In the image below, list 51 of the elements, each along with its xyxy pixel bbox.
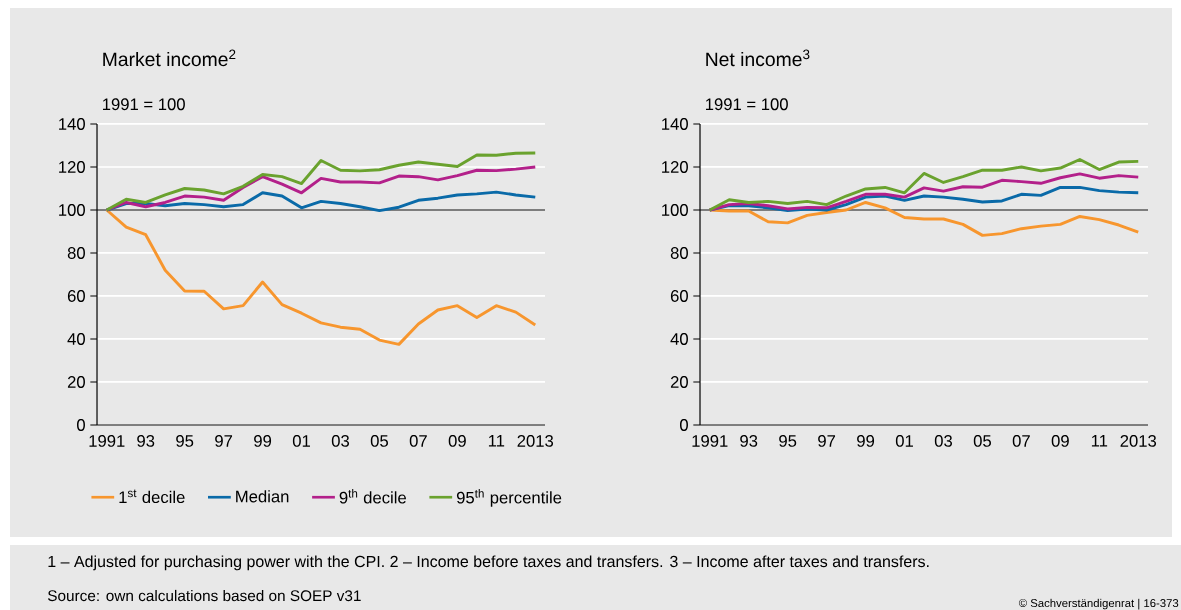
x-tick-label: 09 (1051, 435, 1069, 447)
y-tick-label: 100 (59, 204, 85, 216)
x-tick-label: 99 (857, 435, 875, 447)
y-tick-label: 40 (670, 333, 688, 345)
x-tick-label: 01 (292, 435, 310, 447)
text: 1 – Adjusted for purchasing power with the CPI. 2 – Income before taxes and transfers. 3 – Income after taxes and transfers. (48, 555, 929, 571)
x-tick-label: 95 (779, 435, 797, 447)
y-tick-label: 0 (680, 419, 688, 431)
legend-label: 95$^{th}$ percentile (456, 489, 562, 507)
y-tick-label: 140 (662, 118, 688, 130)
text: © Sachverständigenrat | 16-373 (1018, 598, 1179, 610)
x-tick-label: 93 (740, 435, 758, 447)
x-tick-label: 03 (934, 435, 953, 447)
x-tick-label: 05 (370, 435, 389, 447)
x-tick-label: 07 (1012, 435, 1030, 447)
x-tick-label: 11 (488, 435, 505, 447)
legend-label: 9$^{th}$ decile (339, 489, 406, 504)
x-tick-label: 95 (176, 435, 194, 447)
y-tick-label: 60 (67, 290, 85, 302)
x-tick-label: 01 (895, 435, 913, 447)
y-axis-title: 1991 = 100 (103, 98, 185, 111)
y-tick-label: 20 (670, 376, 688, 388)
y-tick-label: 80 (670, 247, 688, 259)
source-note: Source: own calculations based on SOEP v31 (47, 589, 361, 602)
x-tick-label: 09 (448, 435, 466, 447)
x-tick-label: 97 (818, 435, 836, 447)
chart-title: Market income$^{2}$ (103, 49, 236, 67)
x-tick-label: 93 (137, 435, 155, 447)
y-axis-title: 1991 = 100 (705, 98, 788, 111)
y-tick-label: 100 (662, 204, 688, 216)
x-tick-label: 03 (331, 435, 350, 447)
x-tick-label: 97 (215, 435, 233, 447)
y-tick-label: 40 (67, 333, 85, 345)
legend-label: 1$^{st}$ decile (119, 489, 185, 504)
chart-title: Net income$^{3}$ (706, 49, 810, 67)
y-tick-label: 20 (67, 376, 85, 388)
x-tick-label: 1991 (692, 435, 728, 447)
y-tick-label: 60 (670, 290, 688, 302)
x-tick-label: 11 (1091, 435, 1108, 447)
y-tick-label: 80 (67, 247, 85, 259)
x-tick-label: 05 (973, 435, 992, 447)
x-tick-label: 2013 (1120, 435, 1157, 447)
x-tick-label: 1991 (89, 435, 125, 447)
legend-label: Median (236, 490, 289, 503)
y-tick-label: 0 (77, 419, 85, 431)
y-tick-label: 140 (59, 118, 85, 130)
x-tick-label: 99 (254, 435, 272, 447)
x-tick-label: 2013 (517, 435, 554, 447)
y-tick-label: 120 (59, 161, 85, 173)
x-tick-label: 07 (409, 435, 427, 447)
y-tick-label: 120 (662, 161, 688, 173)
